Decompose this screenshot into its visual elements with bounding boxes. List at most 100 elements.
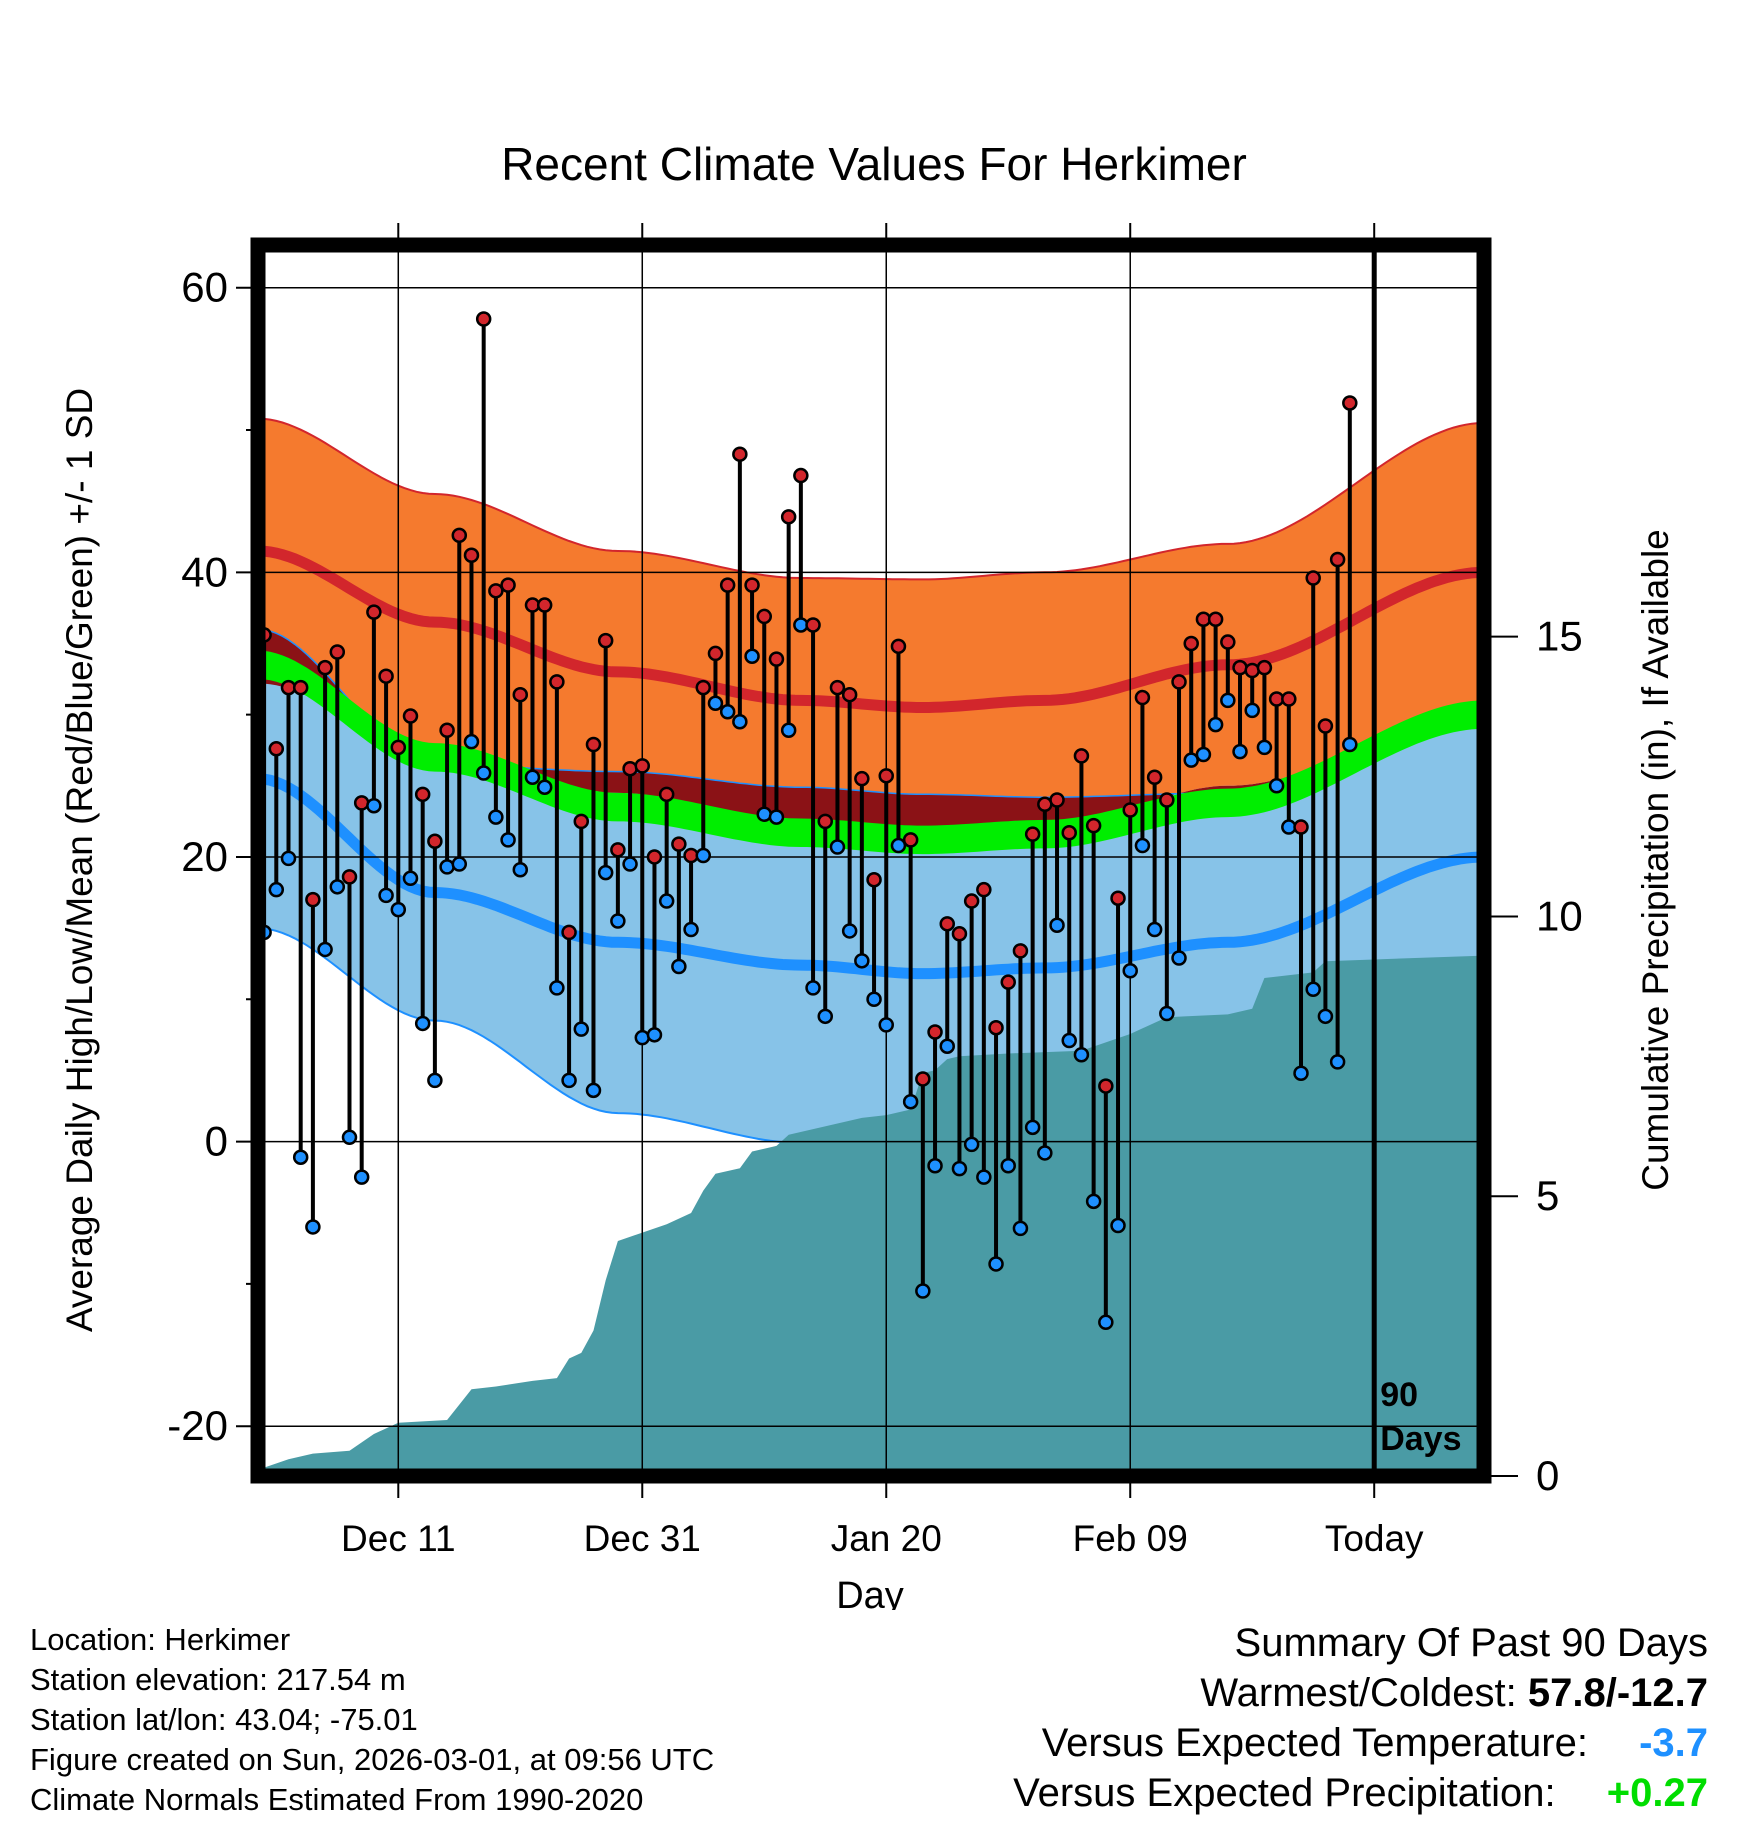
y2-tick-label: 5 <box>1536 1172 1559 1219</box>
daily-low-point <box>671 958 687 975</box>
location-text: Location: Herkimer <box>30 1622 291 1657</box>
daily-low-point <box>524 769 541 785</box>
daily-low-point <box>927 1158 943 1174</box>
daily-low-point <box>1146 921 1163 938</box>
daily-high-point <box>634 758 651 774</box>
y2-tick-label: 0 <box>1536 1452 1559 1499</box>
daily-high-point <box>707 645 724 662</box>
daily-high-point <box>890 638 907 655</box>
y2-axis-label: Cumulative Precipitation (in), If Availa… <box>1635 529 1676 1191</box>
chart-title: Recent Climate Values For Herkimer <box>501 138 1247 190</box>
daily-low-point <box>1220 692 1236 709</box>
daily-high-point <box>366 604 382 620</box>
daily-high-point <box>488 583 504 599</box>
daily-low-point <box>475 765 492 781</box>
daily-high-point <box>1207 611 1224 628</box>
daily-high-point <box>512 686 529 703</box>
daily-low-point <box>951 1160 968 1177</box>
low-normal-line <box>258 773 1484 980</box>
daily-low-point <box>463 733 480 750</box>
daily-high-point <box>658 786 675 803</box>
daily-high-point <box>475 311 492 327</box>
daily-low-point <box>915 1283 931 1299</box>
daily-high-point <box>1098 1078 1114 1094</box>
temp-label: Versus Expected Temperature: <box>1041 1721 1588 1765</box>
daily-low-point <box>390 901 407 918</box>
daily-low-point <box>1195 746 1212 763</box>
daily-high-point <box>1159 792 1175 808</box>
daily-high-point <box>1122 802 1138 818</box>
daily-low-point <box>829 839 846 855</box>
plot-area: 90 Days -20 0 20 40 60 0 5 10 15 Dec 11 Dec 31 Jan 20… <box>167 223 1583 1559</box>
high-sd-upper-edge <box>258 417 1484 581</box>
daily-low-point <box>805 980 821 996</box>
daily-low-point <box>585 1082 602 1099</box>
daily-low-point <box>1049 917 1065 934</box>
daily-low-point <box>402 870 419 887</box>
precip-label: Versus Expected Precipitation: <box>1013 1771 1556 1815</box>
warm-cold-value: 57.8/-12.7 <box>1527 1671 1708 1715</box>
plot-content: 90 Days <box>258 245 1484 1476</box>
daily-high-point <box>695 679 712 696</box>
daily-low-point <box>719 704 736 720</box>
daily-high-point <box>646 849 663 865</box>
daily-high-point <box>1012 943 1029 959</box>
daily-low-point <box>1000 1158 1016 1174</box>
daily-low-point <box>841 923 858 939</box>
daily-high-point <box>1232 659 1248 676</box>
daily-low-point <box>1232 743 1248 760</box>
summary-title: Summary Of Past 90 Days <box>1234 1621 1708 1665</box>
daily-low-point <box>768 809 785 825</box>
daily-high-point <box>1073 748 1090 764</box>
daily-low-point <box>427 1072 443 1089</box>
daily-low-point <box>622 856 638 872</box>
today-days-number: 90 <box>1380 1376 1418 1414</box>
daily-high-point <box>951 926 968 942</box>
daily-high-point <box>963 893 980 909</box>
daily-low-point <box>597 864 614 881</box>
daily-high-point <box>768 651 785 667</box>
daily-high-point <box>1171 674 1187 690</box>
daily-high-point <box>402 708 419 724</box>
high-normal-line <box>258 545 1484 713</box>
daily-high-point <box>549 674 565 690</box>
daily-low-point <box>610 913 626 929</box>
x-tick-label: Feb 09 <box>1073 1518 1188 1559</box>
daily-high-point <box>1146 769 1163 785</box>
daily-high-point <box>1281 691 1297 707</box>
daily-low-point <box>317 941 333 958</box>
daily-high-point <box>341 869 358 885</box>
daily-high-point <box>500 577 516 593</box>
y-tick-label: -20 <box>167 1402 228 1449</box>
daily-low-point <box>1268 778 1285 794</box>
precip-row: Versus Expected Precipitation: +0.27 <box>1013 1768 1708 1818</box>
daily-low-point <box>268 881 285 898</box>
daily-high-point <box>866 871 882 888</box>
daily-low-point <box>854 953 870 969</box>
daily-low-point <box>1183 752 1199 768</box>
daily-low-point <box>939 1038 955 1054</box>
daily-high-point <box>939 916 955 932</box>
daily-high-point <box>817 813 834 830</box>
daily-high-point <box>780 509 797 525</box>
daily-low-point <box>756 806 773 822</box>
daily-low-point <box>988 1256 1004 1272</box>
daily-low-point <box>1085 1193 1102 1210</box>
daily-high-point <box>1342 395 1358 411</box>
daily-high-point <box>451 527 468 544</box>
daily-high-point <box>1293 819 1309 835</box>
daily-high-point <box>463 547 480 563</box>
daily-high-point <box>1049 792 1065 808</box>
daily-high-point <box>915 1071 931 1087</box>
daily-low-point <box>1329 1054 1346 1070</box>
daily-high-point <box>756 608 773 625</box>
daily-low-point <box>366 797 382 814</box>
daily-high-point <box>976 881 992 898</box>
daily-low-point <box>549 980 565 996</box>
x-tick-label: Dec 11 <box>341 1518 456 1559</box>
daily-high-point <box>1183 635 1199 652</box>
daily-low-point <box>1024 1119 1041 1136</box>
daily-low-point <box>353 1169 370 1185</box>
x-axis-label: Day <box>836 1575 904 1610</box>
daily-high-point <box>1305 570 1321 586</box>
